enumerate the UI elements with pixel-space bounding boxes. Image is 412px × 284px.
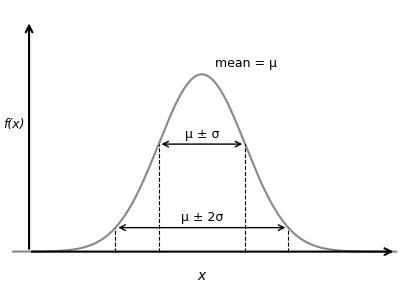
Text: μ ± 2σ: μ ± 2σ: [181, 211, 223, 224]
Text: mean = μ: mean = μ: [215, 57, 277, 70]
Text: f(x): f(x): [3, 118, 25, 131]
Text: μ ± σ: μ ± σ: [185, 128, 219, 141]
Text: x: x: [198, 269, 206, 283]
